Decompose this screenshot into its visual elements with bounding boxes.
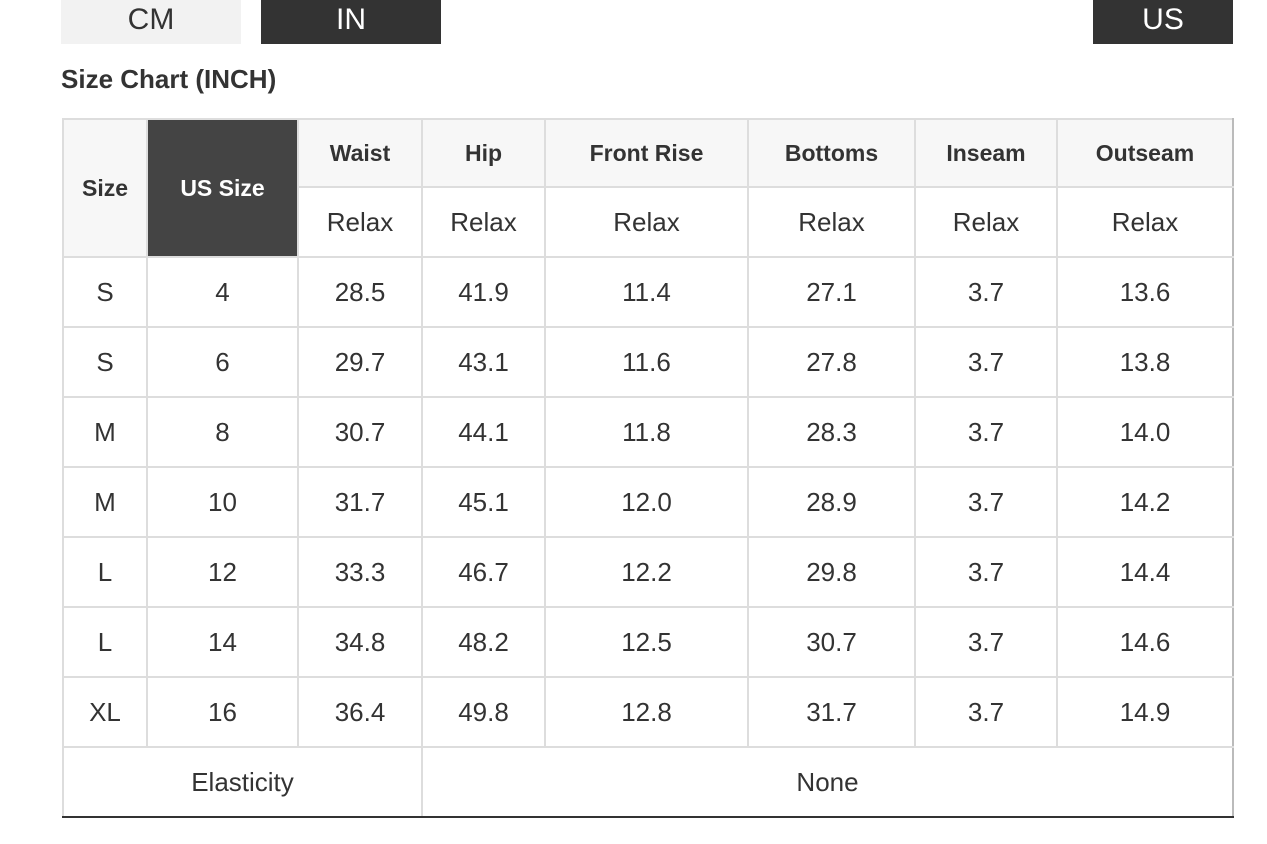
cell: 11.4 [544,256,749,328]
cell: XL [62,676,148,748]
cell: 14.2 [1056,466,1234,538]
subheader-row: Relax Relax Relax Relax Relax Relax [63,186,1234,258]
cell: 3.7 [914,396,1058,468]
cell: 3.7 [914,676,1058,748]
column-header: Outseam [1056,118,1234,188]
cell: 11.8 [544,396,749,468]
column-header: Size [62,118,148,258]
cell: 11.6 [544,326,749,398]
cell: 12.8 [544,676,749,748]
unit-tab[interactable]: IN [261,0,441,44]
data-row: M 8 30.7 44.1 11.8 28.3 3.7 14.0 [62,396,1234,468]
header-row: Size US Size Waist Hip Front Rise Bottoms Inse… [62,118,1234,258]
cell: 27.1 [747,256,916,328]
cell: 29.8 [747,536,916,608]
data-row: L 14 34.8 48.2 12.5 30.7 3.7 14.6 [62,606,1234,678]
data-row: L 12 33.3 46.7 12.2 29.8 3.7 14.4 [62,536,1234,608]
column-header: Waist [297,118,423,188]
column-subheader: Relax [297,186,423,258]
cell: 14.4 [1056,536,1234,608]
cell: 28.3 [747,396,916,468]
column-subheader: Relax [544,186,749,258]
data-row: M 10 31.7 45.1 12.0 28.9 3.7 14.2 [62,466,1234,538]
cell: 3.7 [914,466,1058,538]
cell: 14.6 [1056,606,1234,678]
cell: 34.8 [297,606,423,678]
column-header: Hip [421,118,546,188]
cell: 13.6 [1056,256,1234,328]
cell: 29.7 [297,326,423,398]
cell: M [62,396,148,468]
cell: 12.5 [544,606,749,678]
cell: 49.8 [421,676,546,748]
cell: 6 [146,326,299,398]
cell: 13.8 [1056,326,1234,398]
cell: L [62,536,148,608]
cell: 28.9 [747,466,916,538]
column-subheader: Relax [747,186,916,258]
cell: M [62,466,148,538]
cell: 12.2 [544,536,749,608]
footer-value: None [421,746,1234,818]
cell: 48.2 [421,606,546,678]
cell: S [62,326,148,398]
column-header: US Size [146,118,299,258]
column-header: Front Rise [544,118,749,188]
chart-title: Size Chart (INCH) [61,64,277,94]
column-header: Bottoms [747,118,916,188]
cell: 3.7 [914,536,1058,608]
cell: 8 [146,396,299,468]
cell: 30.7 [747,606,916,678]
cell: 31.7 [297,466,423,538]
cell: 27.8 [747,326,916,398]
cell: 44.1 [421,396,546,468]
cell: 33.3 [297,536,423,608]
cell: L [62,606,148,678]
cell: 36.4 [297,676,423,748]
cell: 31.7 [747,676,916,748]
cell: 14.9 [1056,676,1234,748]
cell: 16 [146,676,299,748]
cell: 46.7 [421,536,546,608]
cell: S [62,256,148,328]
data-row: S 6 29.7 43.1 11.6 27.8 3.7 13.8 [62,326,1234,398]
cell: 14.0 [1056,396,1234,468]
cell: 30.7 [297,396,423,468]
footer-label: Elasticity [62,746,423,818]
unit-tab[interactable]: CM [61,0,241,44]
column-subheader: Relax [914,186,1058,258]
data-row: XL 16 36.4 49.8 12.8 31.7 3.7 14.9 [62,676,1234,748]
cell: 45.1 [421,466,546,538]
cell: 3.7 [914,326,1058,398]
cell: 14 [146,606,299,678]
footer-row: Elasticity None [62,746,1234,818]
size-table: Size US Size Waist Hip Front Rise Bottoms Inse… [62,118,1234,818]
column-subheader: Relax [421,186,546,258]
cell: 12 [146,536,299,608]
column-subheader: Relax [1056,186,1234,258]
cell: 3.7 [914,256,1058,328]
cell: 4 [146,256,299,328]
cell: 43.1 [421,326,546,398]
data-row: S 4 28.5 41.9 11.4 27.1 3.7 13.6 [62,256,1234,328]
unit-tab[interactable]: US [1093,0,1233,44]
cell: 41.9 [421,256,546,328]
cell: 12.0 [544,466,749,538]
cell: 10 [146,466,299,538]
cell: 3.7 [914,606,1058,678]
column-header: Inseam [914,118,1058,188]
cell: 28.5 [297,256,423,328]
